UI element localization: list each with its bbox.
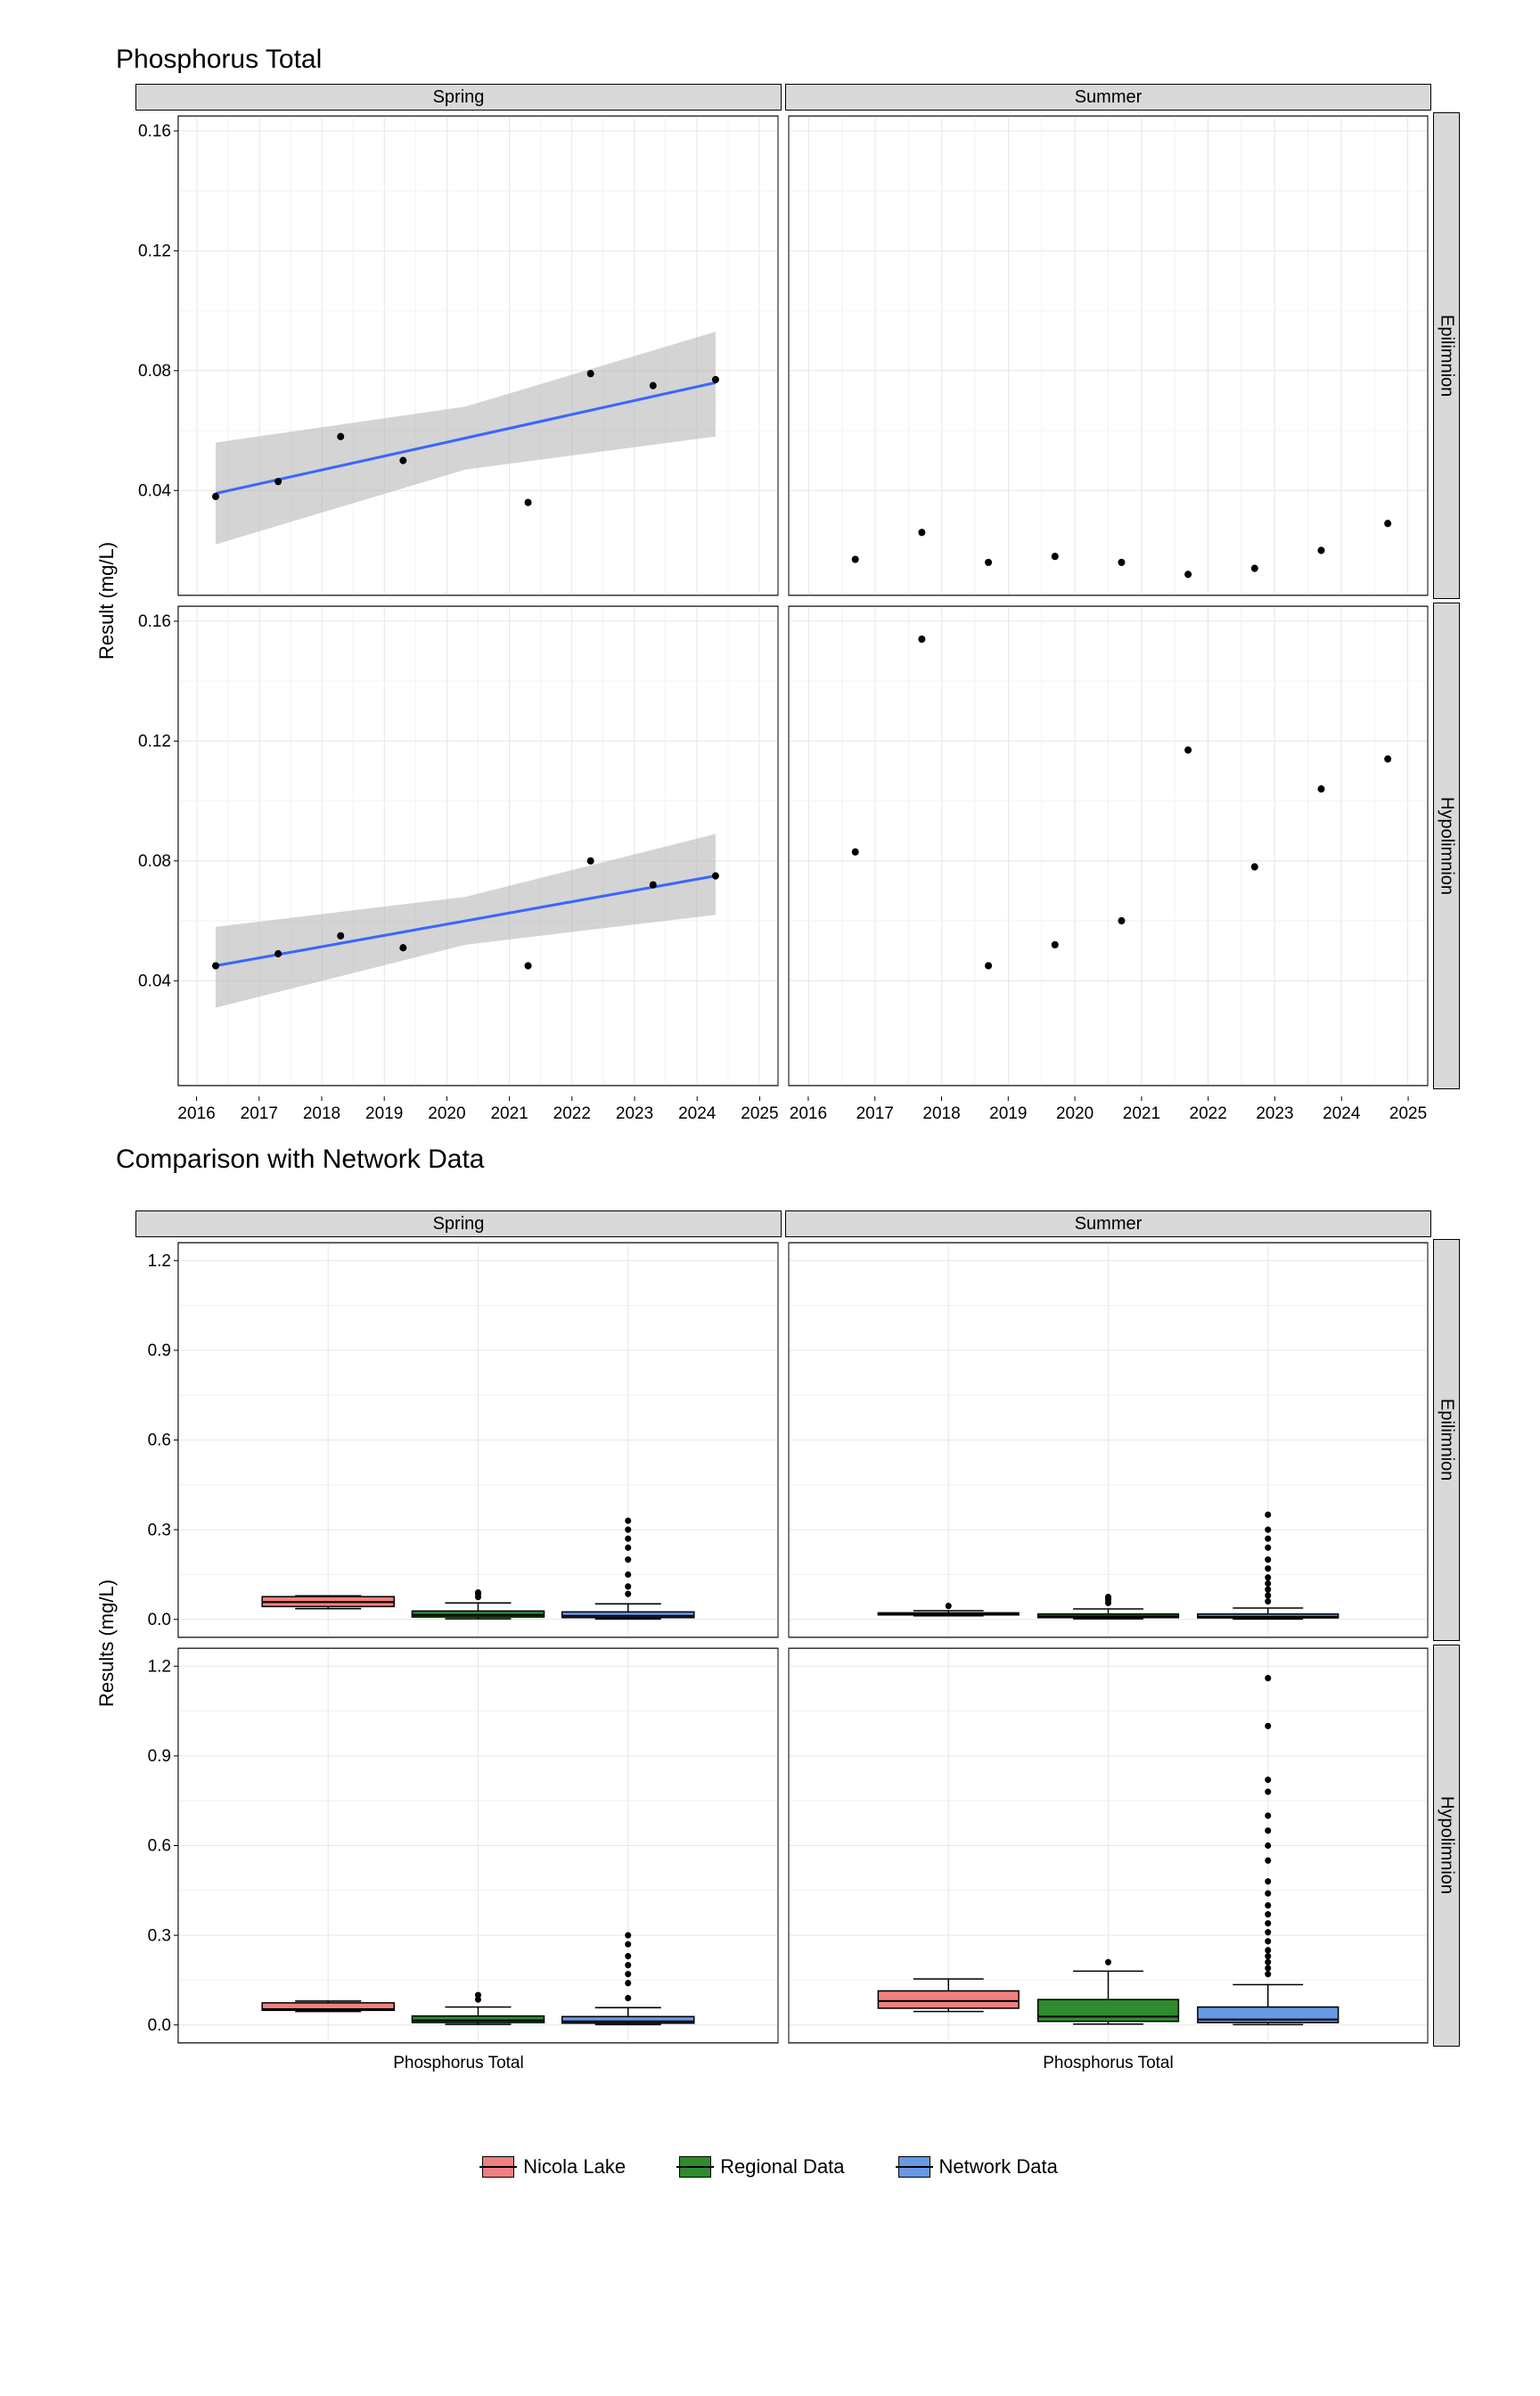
svg-text:0.3: 0.3 (148, 1521, 171, 1539)
legend-item: Network Data (898, 2155, 1058, 2179)
svg-text:2018: 2018 (922, 1104, 960, 1123)
panel (785, 603, 1431, 1089)
svg-text:2018: 2018 (303, 1104, 340, 1123)
panel (785, 112, 1431, 599)
svg-text:0.6: 0.6 (148, 1836, 171, 1855)
svg-text:0.9: 0.9 (148, 1747, 171, 1766)
facet-grid-top: Spring Summer Result (mg/L) 0.04 0.08 0.12… (80, 84, 1460, 1145)
svg-text:2020: 2020 (1056, 1104, 1094, 1123)
svg-text:0.12: 0.12 (138, 242, 171, 260)
panel: 0.0 0.3 0.6 0.9 1.2 (135, 1239, 782, 1641)
svg-text:0.6: 0.6 (148, 1431, 171, 1449)
svg-text:0.0: 0.0 (148, 1611, 171, 1629)
svg-text:2024: 2024 (678, 1104, 717, 1123)
svg-text:2021: 2021 (490, 1104, 528, 1123)
panel: 0.04 0.08 0.12 0.16 (135, 112, 782, 599)
row-header: Epilimnion (1433, 112, 1460, 599)
chart-title-bottom: Comparison with Network Data (116, 1145, 1460, 1175)
panel: 0.04 0.08 0.12 0.16 (135, 603, 782, 1089)
svg-text:2023: 2023 (616, 1104, 653, 1123)
y-axis-label: Results (mg/L) (80, 1237, 134, 2048)
col-header: Summer (785, 84, 1431, 111)
row-header: Epilimnion (1433, 1239, 1460, 1641)
x-axis: Phosphorus Total (783, 2048, 1433, 2102)
y-axis-label: Result (mg/L) (80, 111, 134, 1091)
x-axis: 2016 2017 2018 2019 2020 2021 2022 2023 2024 2025 (134, 1091, 783, 1145)
x-axis: 2016 2017 2018 2019 2020 2021 2022 2023 2024 2025 (783, 1091, 1433, 1145)
svg-text:2019: 2019 (365, 1104, 403, 1123)
panel (785, 1239, 1431, 1641)
svg-text:2025: 2025 (1389, 1104, 1427, 1123)
x-axis: Phosphorus Total (134, 2048, 783, 2102)
svg-text:0.0: 0.0 (148, 2016, 171, 2035)
svg-text:0.16: 0.16 (138, 122, 171, 141)
svg-text:0.9: 0.9 (148, 1342, 171, 1360)
row-header: Hypolimnion (1433, 603, 1460, 1089)
svg-text:1.2: 1.2 (148, 1657, 171, 1676)
svg-text:2022: 2022 (1190, 1104, 1227, 1123)
svg-text:2020: 2020 (428, 1104, 465, 1123)
legend-item: Nicola Lake (482, 2155, 626, 2179)
chart-title-top: Phosphorus Total (116, 45, 1460, 75)
row-header: Hypolimnion (1433, 1645, 1460, 2047)
svg-text:0.16: 0.16 (138, 612, 171, 631)
svg-text:0.3: 0.3 (148, 1926, 171, 1945)
col-header: Spring (135, 1210, 782, 1237)
svg-text:2016: 2016 (177, 1104, 215, 1123)
svg-text:0.04: 0.04 (138, 972, 171, 990)
svg-text:2017: 2017 (856, 1104, 894, 1123)
svg-text:1.2: 1.2 (148, 1251, 171, 1270)
svg-text:2024: 2024 (1323, 1104, 1361, 1123)
svg-text:2019: 2019 (989, 1104, 1027, 1123)
facet-grid-bottom: Spring Summer Results (mg/L) 0.00.30.60.… (80, 1210, 1460, 2102)
svg-text:2021: 2021 (1123, 1104, 1160, 1123)
legend-item: Regional Data (679, 2155, 844, 2179)
svg-text:0.08: 0.08 (138, 362, 171, 381)
panel (785, 1645, 1431, 2047)
svg-text:0.08: 0.08 (138, 852, 171, 871)
col-header: Summer (785, 1210, 1431, 1237)
legend: Nicola Lake Regional Data Network Data (80, 2155, 1460, 2179)
svg-text:0.04: 0.04 (138, 481, 171, 500)
svg-text:2025: 2025 (741, 1104, 778, 1123)
svg-text:2023: 2023 (1256, 1104, 1293, 1123)
panel: 0.0 0.3 0.6 0.9 1.2 (135, 1645, 782, 2047)
col-header: Spring (135, 84, 782, 111)
svg-text:0.12: 0.12 (138, 732, 171, 751)
svg-text:2017: 2017 (241, 1104, 278, 1123)
svg-text:2016: 2016 (790, 1104, 827, 1123)
svg-text:2022: 2022 (553, 1104, 591, 1123)
